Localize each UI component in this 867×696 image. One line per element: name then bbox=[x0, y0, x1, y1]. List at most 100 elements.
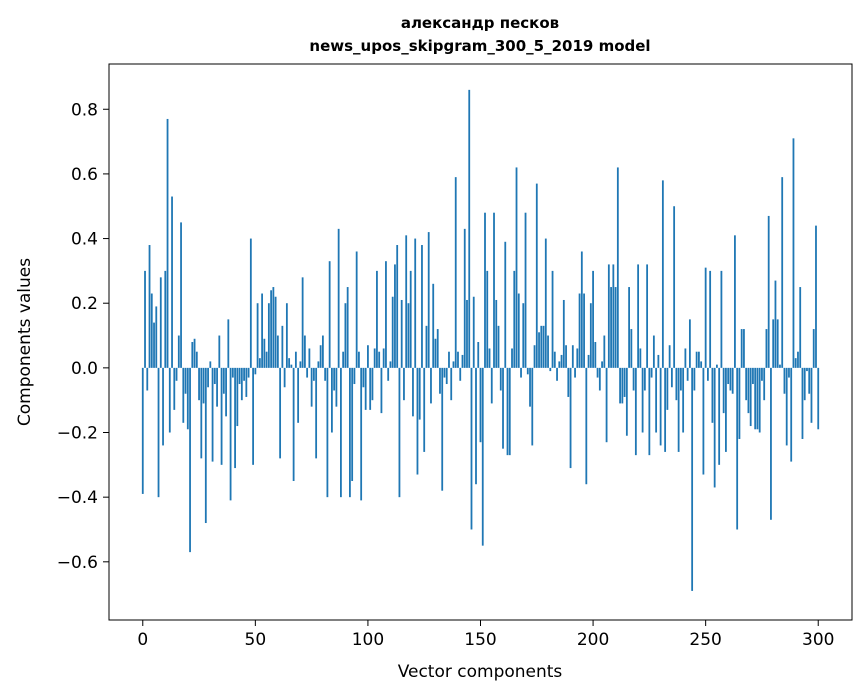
bar bbox=[770, 367, 772, 520]
bar bbox=[659, 367, 662, 446]
bar bbox=[531, 367, 534, 446]
bar bbox=[797, 351, 799, 368]
x-tick-label: 150 bbox=[464, 630, 496, 650]
bar bbox=[236, 367, 239, 427]
bar bbox=[511, 348, 513, 368]
bar bbox=[623, 367, 626, 397]
bar bbox=[211, 367, 214, 462]
bar bbox=[459, 367, 462, 381]
y-tick-label: 0.2 bbox=[71, 294, 98, 314]
bar bbox=[292, 367, 295, 481]
bar bbox=[166, 118, 169, 368]
bar bbox=[189, 367, 191, 553]
bar bbox=[245, 367, 248, 397]
bar bbox=[709, 270, 712, 368]
bar bbox=[385, 261, 387, 368]
bar bbox=[783, 367, 786, 394]
bar bbox=[522, 303, 525, 368]
x-axis-label: Vector components bbox=[398, 662, 563, 682]
bar bbox=[526, 367, 529, 375]
bar bbox=[346, 287, 349, 368]
bar bbox=[668, 345, 671, 368]
y-tick-label: −0.4 bbox=[57, 488, 98, 508]
bar bbox=[779, 364, 781, 368]
bar bbox=[340, 367, 342, 498]
bar bbox=[684, 348, 687, 368]
y-tick-label: 0.4 bbox=[71, 230, 98, 250]
bar bbox=[177, 335, 180, 368]
bar bbox=[394, 264, 396, 368]
bar bbox=[761, 367, 763, 381]
bar bbox=[767, 215, 770, 368]
bar bbox=[222, 367, 225, 394]
bar bbox=[308, 348, 311, 368]
bar bbox=[164, 270, 167, 368]
bar bbox=[481, 367, 484, 546]
bar bbox=[157, 367, 160, 498]
bar bbox=[506, 367, 509, 456]
bar bbox=[220, 367, 223, 465]
bar bbox=[344, 303, 347, 368]
bar bbox=[792, 138, 795, 368]
bar bbox=[641, 367, 644, 433]
bar bbox=[513, 270, 516, 368]
bar bbox=[342, 351, 345, 368]
bar bbox=[740, 329, 743, 368]
bar bbox=[801, 367, 804, 439]
bar bbox=[283, 367, 286, 388]
bar bbox=[716, 364, 718, 368]
bar bbox=[405, 235, 408, 368]
bar bbox=[756, 367, 759, 430]
bar bbox=[765, 329, 768, 368]
bar bbox=[294, 351, 297, 368]
bar bbox=[180, 222, 182, 368]
bar bbox=[619, 367, 621, 404]
bar bbox=[247, 367, 250, 378]
bar bbox=[670, 367, 673, 388]
bar bbox=[738, 367, 741, 439]
bar bbox=[229, 367, 232, 501]
bar bbox=[587, 354, 590, 368]
bar bbox=[144, 270, 146, 368]
bar bbox=[612, 264, 615, 368]
bar bbox=[371, 367, 374, 401]
bar bbox=[585, 367, 588, 485]
bar bbox=[594, 342, 597, 368]
bar bbox=[418, 367, 421, 420]
bar bbox=[589, 303, 592, 368]
bar bbox=[225, 367, 227, 417]
bar bbox=[427, 232, 430, 368]
bar bbox=[195, 351, 198, 368]
bar bbox=[470, 367, 473, 530]
bar bbox=[303, 335, 306, 368]
bar bbox=[150, 293, 153, 368]
bar bbox=[725, 367, 727, 452]
bar bbox=[425, 325, 428, 368]
bar bbox=[747, 367, 750, 414]
bar bbox=[360, 367, 363, 501]
bar bbox=[200, 367, 203, 459]
bar bbox=[515, 167, 518, 368]
bar bbox=[722, 367, 725, 414]
bar bbox=[679, 367, 682, 391]
bar bbox=[209, 361, 212, 368]
bar bbox=[634, 367, 637, 456]
bar bbox=[319, 345, 322, 368]
bar bbox=[713, 367, 716, 488]
bar bbox=[772, 319, 775, 368]
bar bbox=[776, 319, 779, 368]
bar bbox=[272, 287, 275, 368]
bar bbox=[439, 367, 441, 394]
bar bbox=[794, 358, 797, 368]
bar bbox=[524, 212, 527, 368]
bar bbox=[436, 329, 439, 368]
bar bbox=[290, 364, 293, 368]
bar bbox=[409, 270, 412, 368]
bar bbox=[542, 325, 545, 368]
bar bbox=[551, 270, 554, 368]
bar bbox=[434, 338, 437, 368]
bar bbox=[517, 293, 520, 368]
bar bbox=[490, 367, 493, 404]
bar bbox=[326, 367, 329, 498]
bar bbox=[173, 367, 176, 410]
